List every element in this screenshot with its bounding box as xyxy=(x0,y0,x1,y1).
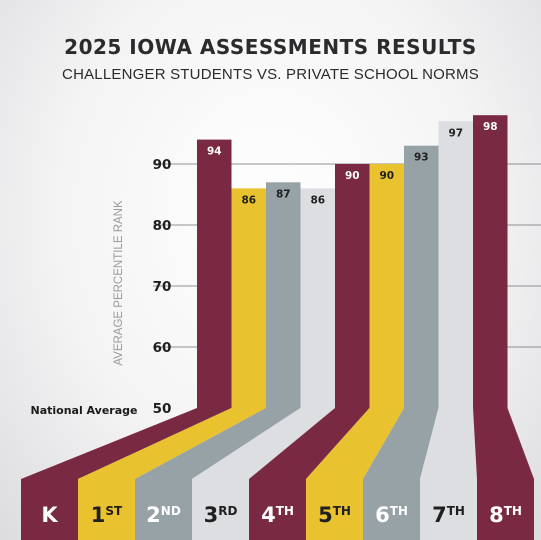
bar xyxy=(404,145,439,408)
y-tick-label: 80 xyxy=(153,218,172,234)
data-label: 98 xyxy=(483,121,498,133)
y-tick-label: 50 xyxy=(153,401,172,417)
bar xyxy=(335,164,370,408)
y-tick-label: 60 xyxy=(153,340,172,356)
grade-tile: 3RD xyxy=(192,479,249,540)
data-label: 93 xyxy=(414,152,429,164)
floor-strip xyxy=(21,408,232,479)
floor-strip xyxy=(78,408,266,479)
floor-strip xyxy=(420,408,477,479)
y-axis-label: AVERAGE PERCENTILE RANK xyxy=(113,200,125,366)
x-tick-label: 1ST xyxy=(91,503,123,527)
bar xyxy=(266,182,301,408)
data-label: 86 xyxy=(310,194,325,206)
grade-tiles: K 1ST 2ND 3RD 4TH 5TH 6TH 7TH 8TH xyxy=(21,479,534,540)
x-tick-label: 5TH xyxy=(318,503,351,527)
grade-tile: 5TH xyxy=(306,479,363,540)
floor-strip xyxy=(135,408,301,479)
data-label: 90 xyxy=(379,170,394,182)
grade-tile: 7TH xyxy=(420,479,477,540)
bar xyxy=(369,164,404,408)
x-tick-label: 2ND xyxy=(146,503,181,527)
floor-strip xyxy=(306,408,404,479)
x-tick-label: 4TH xyxy=(261,503,294,527)
y-tick-label: 70 xyxy=(153,279,172,295)
bar xyxy=(197,139,232,408)
data-label: 87 xyxy=(276,188,291,200)
bar xyxy=(300,188,335,408)
bar xyxy=(473,115,508,408)
perspective-floor xyxy=(21,408,534,479)
floor-strip xyxy=(192,408,335,479)
floor-strip xyxy=(473,408,534,479)
x-tick-label: 3RD xyxy=(204,503,238,527)
grade-tile: 1ST xyxy=(78,479,135,540)
y-tick-label: 90 xyxy=(153,157,172,173)
floor-strip xyxy=(249,408,370,479)
bar xyxy=(231,188,266,408)
bar xyxy=(438,121,473,409)
x-tick-label: 8TH xyxy=(489,503,522,527)
data-label: 94 xyxy=(207,146,222,158)
data-label: 86 xyxy=(241,194,256,206)
x-tick-label: K xyxy=(41,503,58,527)
grade-tile: K xyxy=(21,479,78,540)
grade-tile: 2ND xyxy=(135,479,192,540)
x-tick-label: 6TH xyxy=(375,503,408,527)
data-label: 90 xyxy=(345,170,360,182)
chart-subtitle: CHALLENGER STUDENTS VS. PRIVATE SCHOOL N… xyxy=(62,66,479,83)
floor-strip xyxy=(363,408,439,479)
chart-title: 2025 IOWA ASSESSMENTS RESULTS xyxy=(64,35,477,59)
grade-tile: 6TH xyxy=(363,479,420,540)
x-tick-label: 7TH xyxy=(432,503,465,527)
grade-tile: 4TH xyxy=(249,479,306,540)
national-average-label: National Average xyxy=(30,404,137,417)
y-axis: 50 60 70 80 90 xyxy=(153,157,172,417)
data-label: 97 xyxy=(448,127,463,139)
grade-tile: 8TH xyxy=(477,479,534,540)
bars: 94 86 87 86 90 90 93 97 98 xyxy=(197,115,508,409)
